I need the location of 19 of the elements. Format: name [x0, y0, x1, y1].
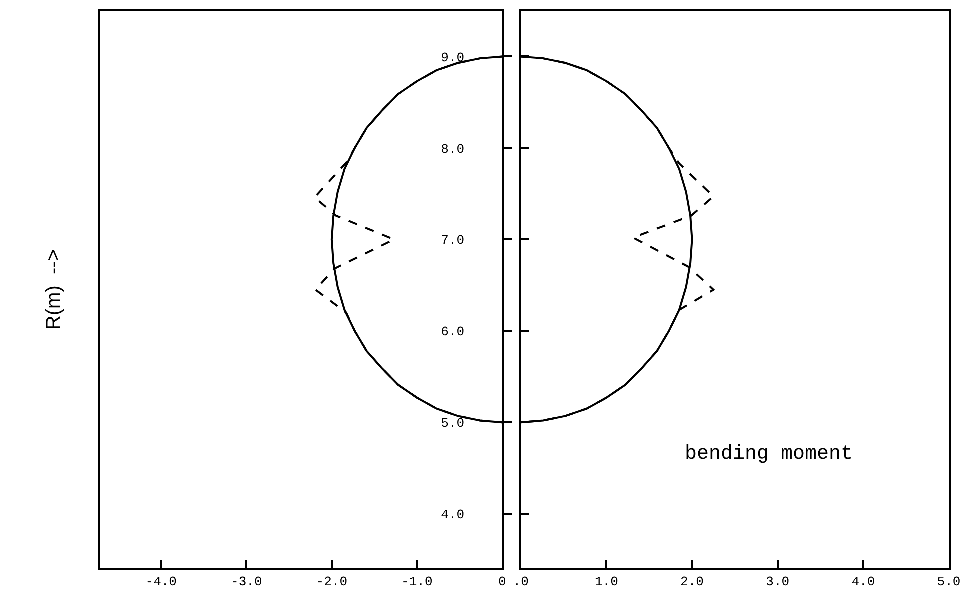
x-tick-label: 4.0 [852, 574, 876, 590]
y-tick-label: 9.0 [441, 50, 465, 66]
x-tick-label: -3.0 [231, 574, 262, 590]
annotation: bending moment [685, 443, 854, 466]
y-tick-label: 8.0 [441, 142, 465, 157]
x-tick-label: -1.0 [402, 574, 433, 590]
y-tick-label: 4.0 [441, 508, 465, 523]
y-tick-label: 6.0 [441, 324, 465, 340]
x-tick-label: 3.0 [766, 574, 790, 590]
y-tick-label: 5.0 [441, 416, 465, 432]
x-tick-label: -2.0 [316, 574, 348, 590]
x-tick-label: 5.0 [937, 574, 961, 590]
x-tick-label: 1.0 [594, 574, 618, 590]
x-tick-label: 2.0 [680, 574, 704, 590]
y-tick-label: 7.0 [441, 233, 465, 248]
x-tick-label: 0 [498, 574, 506, 590]
y-axis-title: R(m) --> [43, 250, 66, 330]
x-tick-label: -4.0 [146, 574, 177, 590]
x-tick-label: .0 [513, 574, 529, 590]
